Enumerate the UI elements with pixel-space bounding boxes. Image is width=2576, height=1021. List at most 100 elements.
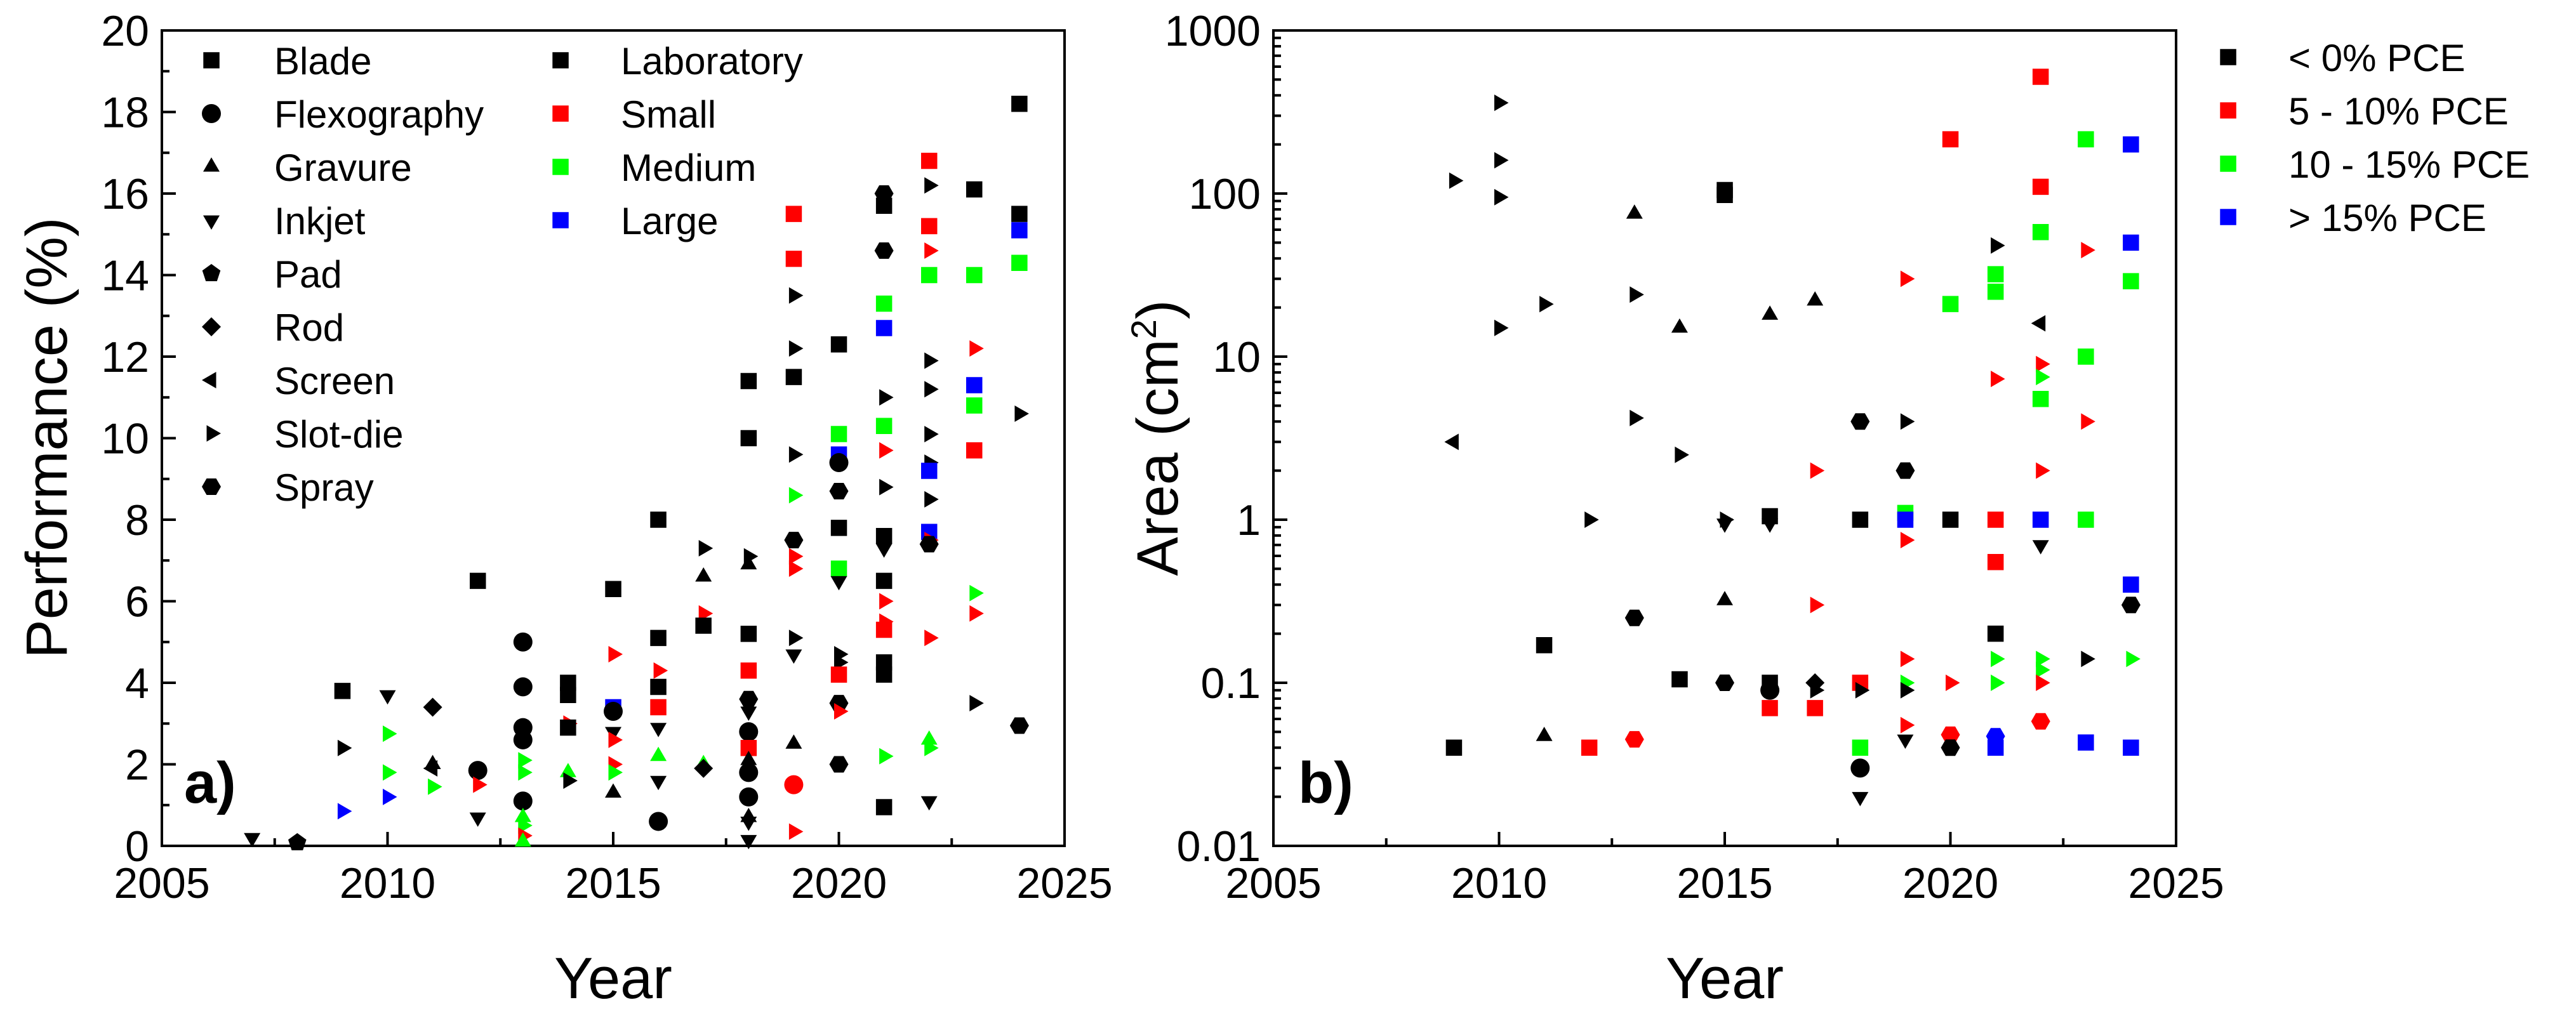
data-point-triangle-right-black xyxy=(1630,409,1644,426)
legend-marker-pce-red xyxy=(2220,102,2236,119)
data-point-circle-black xyxy=(739,722,759,742)
data-point-triangle-up-black xyxy=(740,751,757,765)
data-point-triangle-right-red xyxy=(969,340,984,357)
data-point-square-black xyxy=(1011,206,1028,222)
data-point-triangle-down-black xyxy=(2032,540,2049,555)
chart-a-ticks: 2005 2010 2015 2020 2025 0 2 4 6 8 10 12 14 16 18 20 xyxy=(101,7,1112,907)
chart-a-y-tick-label: 8 xyxy=(125,496,149,544)
data-point-triangle-right-red xyxy=(1991,371,2005,388)
data-point-square-green xyxy=(2032,391,2049,407)
data-point-triangle-right-green xyxy=(608,764,623,781)
data-point-triangle-down-black xyxy=(1716,518,1733,533)
data-point-triangle-right-red xyxy=(834,703,849,720)
data-point-square-black xyxy=(1942,511,1959,528)
chart-a-y-axis-title: Performance (%) xyxy=(15,217,79,658)
chart-a-y-tick-label: 18 xyxy=(101,89,149,137)
data-point-square-blue xyxy=(2123,576,2139,593)
chart-b-y-axis-title-main: Area (cm xyxy=(1125,339,1190,576)
data-point-triangle-up-green xyxy=(514,808,531,822)
data-point-triangle-right-green xyxy=(2036,650,2050,668)
chart-a-y-tick-label: 20 xyxy=(101,7,149,55)
data-point-triangle-right-black xyxy=(788,340,804,357)
data-point-square-black xyxy=(785,369,802,385)
data-point-triangle-right-black xyxy=(879,389,894,406)
data-point-triangle-right-black xyxy=(1855,682,1870,699)
data-point-square-blue xyxy=(875,320,893,336)
data-point-square-blue xyxy=(921,463,938,479)
data-point-triangle-right-black xyxy=(788,629,804,647)
data-point-triangle-right-black xyxy=(1494,95,1509,111)
data-point-square-red xyxy=(2032,69,2049,85)
data-point-circle-black xyxy=(649,812,668,831)
chart-b-y-tick-label: 0.01 xyxy=(1177,822,1261,871)
data-point-triangle-right-black xyxy=(1494,319,1509,336)
data-point-hexagon-black xyxy=(874,242,894,259)
data-point-square-red xyxy=(1987,554,2004,570)
data-point-square-black xyxy=(830,336,847,353)
data-point-triangle-right-green xyxy=(1991,675,2005,691)
data-point-square-black xyxy=(875,799,893,815)
panel-label-b: b) xyxy=(1298,751,1353,815)
legend-label-method: Gravure xyxy=(274,147,412,189)
legend-marker-pce-green xyxy=(2220,155,2236,172)
data-point-triangle-right-red xyxy=(924,629,939,647)
data-point-square-green xyxy=(2078,511,2094,528)
data-point-square-green xyxy=(1987,284,2004,300)
chart-a-y-tick-label: 0 xyxy=(125,822,149,871)
data-point-triangle-left-black xyxy=(2031,315,2046,332)
data-point-triangle-right-black xyxy=(1810,682,1825,699)
data-point-triangle-down-black xyxy=(1762,518,1779,533)
data-point-triangle-right-black xyxy=(788,446,804,463)
data-point-triangle-right-green xyxy=(383,725,397,742)
data-point-triangle-right-green xyxy=(788,487,804,504)
data-point-square-red xyxy=(2032,178,2049,195)
data-point-triangle-right-red xyxy=(2036,355,2050,372)
legend-label-size: Laboratory xyxy=(621,40,803,82)
chart-b: 2005 2010 2015 2020 2025 0.01 0.1 1 10 100 1000 < … xyxy=(1124,7,2530,1011)
data-point-triangle-down-black xyxy=(605,727,621,742)
data-point-hexagon-black xyxy=(1895,462,1915,479)
data-point-triangle-right-green xyxy=(924,739,939,756)
data-point-hexagon-black xyxy=(829,756,849,773)
data-point-square-blue xyxy=(2123,234,2139,251)
chart-a-x-tick-label: 2005 xyxy=(114,859,209,907)
data-point-square-red xyxy=(1807,700,1823,716)
chart-a-x-tick-label: 2025 xyxy=(1016,859,1112,907)
data-point-hexagon-black xyxy=(1715,675,1734,691)
chart-a-x-tick-label: 2015 xyxy=(565,859,661,907)
data-point-triangle-right-green xyxy=(969,584,984,602)
data-point-diamond-black xyxy=(694,758,714,778)
legend-marker-screen xyxy=(202,372,216,388)
legend-label-method: Pad xyxy=(274,253,342,296)
data-point-triangle-down-black xyxy=(740,706,757,721)
data-point-triangle-right-black xyxy=(337,739,352,756)
data-point-triangle-right-black xyxy=(924,491,939,508)
data-point-triangle-right-red xyxy=(608,732,623,748)
chart-a-legend: Blade Flexography Gravure Inkjet Pad Rod Scree… xyxy=(202,40,803,509)
data-point-triangle-right-black xyxy=(879,478,894,496)
data-point-triangle-right-black xyxy=(2081,650,2095,668)
data-point-triangle-down-black xyxy=(650,723,667,737)
data-point-hexagon-black xyxy=(2121,596,2141,614)
chart-b-y-tick-label: 1000 xyxy=(1165,7,1261,55)
data-point-circle-black xyxy=(739,763,759,782)
data-point-square-black xyxy=(650,678,667,695)
data-point-hexagon-black xyxy=(784,532,804,549)
data-point-triangle-up-black xyxy=(1626,204,1643,219)
data-point-triangle-right-red xyxy=(2036,675,2050,691)
chart-b-y-axis-title: Area (cm2) xyxy=(1124,300,1190,576)
chart-b-legend: < 0% PCE 5 - 10% PCE 10 - 15% PCE > 15% PCE xyxy=(2220,37,2530,239)
data-point-triangle-down-black xyxy=(785,649,802,664)
legend-marker-inkjet xyxy=(203,215,220,230)
data-point-square-black xyxy=(875,528,893,544)
legend-marker-spray xyxy=(202,478,221,495)
legend-marker-flexography xyxy=(202,104,221,123)
data-point-hexagon-black xyxy=(829,483,849,499)
data-point-triangle-up-black xyxy=(1536,727,1553,741)
data-point-triangle-down-black xyxy=(920,796,938,811)
data-point-triangle-right-green xyxy=(1991,650,2005,668)
legend-label-method: Slot-die xyxy=(274,413,403,456)
data-point-square-black xyxy=(830,520,847,536)
data-point-triangle-down-black xyxy=(469,812,486,827)
data-point-square-black xyxy=(1445,739,1463,756)
